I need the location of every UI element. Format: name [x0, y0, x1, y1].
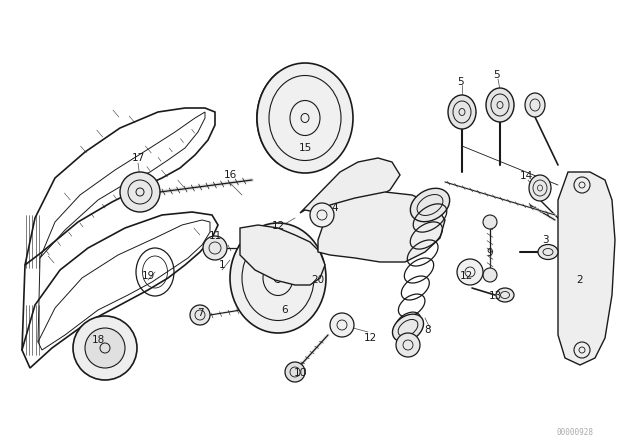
- Text: 7: 7: [196, 308, 204, 318]
- Text: 14: 14: [520, 171, 532, 181]
- Text: 12: 12: [460, 271, 472, 281]
- Text: 12: 12: [271, 221, 285, 231]
- Text: 18: 18: [92, 335, 104, 345]
- Circle shape: [190, 305, 210, 325]
- Polygon shape: [240, 225, 325, 285]
- Text: 5: 5: [493, 70, 499, 80]
- Text: 19: 19: [141, 271, 155, 281]
- Circle shape: [483, 268, 497, 282]
- Ellipse shape: [538, 245, 558, 259]
- Ellipse shape: [486, 88, 514, 122]
- Ellipse shape: [448, 95, 476, 129]
- Circle shape: [203, 236, 227, 260]
- Text: 6: 6: [282, 305, 288, 315]
- Text: 16: 16: [223, 170, 237, 180]
- Ellipse shape: [525, 93, 545, 117]
- Circle shape: [457, 259, 483, 285]
- Ellipse shape: [496, 288, 514, 302]
- Text: 8: 8: [425, 325, 431, 335]
- Text: 3: 3: [541, 235, 548, 245]
- Ellipse shape: [230, 223, 326, 333]
- Text: 5: 5: [457, 77, 463, 87]
- Text: 13: 13: [488, 291, 502, 301]
- Polygon shape: [300, 158, 400, 215]
- Circle shape: [396, 333, 420, 357]
- Circle shape: [285, 362, 305, 382]
- Text: 15: 15: [298, 143, 312, 153]
- Ellipse shape: [392, 314, 424, 342]
- Text: 17: 17: [131, 153, 145, 163]
- Ellipse shape: [529, 175, 551, 201]
- Text: 11: 11: [209, 231, 221, 241]
- Text: 12: 12: [364, 333, 376, 343]
- Ellipse shape: [257, 63, 353, 173]
- Polygon shape: [558, 172, 615, 365]
- Circle shape: [120, 172, 160, 212]
- Text: 1: 1: [219, 260, 225, 270]
- Circle shape: [85, 328, 125, 368]
- Circle shape: [73, 316, 137, 380]
- Text: 00000928: 00000928: [557, 427, 593, 436]
- Text: 4: 4: [332, 203, 339, 213]
- Circle shape: [483, 215, 497, 229]
- Text: 2: 2: [577, 275, 583, 285]
- Ellipse shape: [410, 188, 450, 222]
- Text: 10: 10: [293, 368, 307, 378]
- Circle shape: [310, 203, 334, 227]
- Text: 9: 9: [486, 248, 493, 258]
- Polygon shape: [318, 192, 445, 262]
- Circle shape: [330, 313, 354, 337]
- Text: 20: 20: [312, 275, 324, 285]
